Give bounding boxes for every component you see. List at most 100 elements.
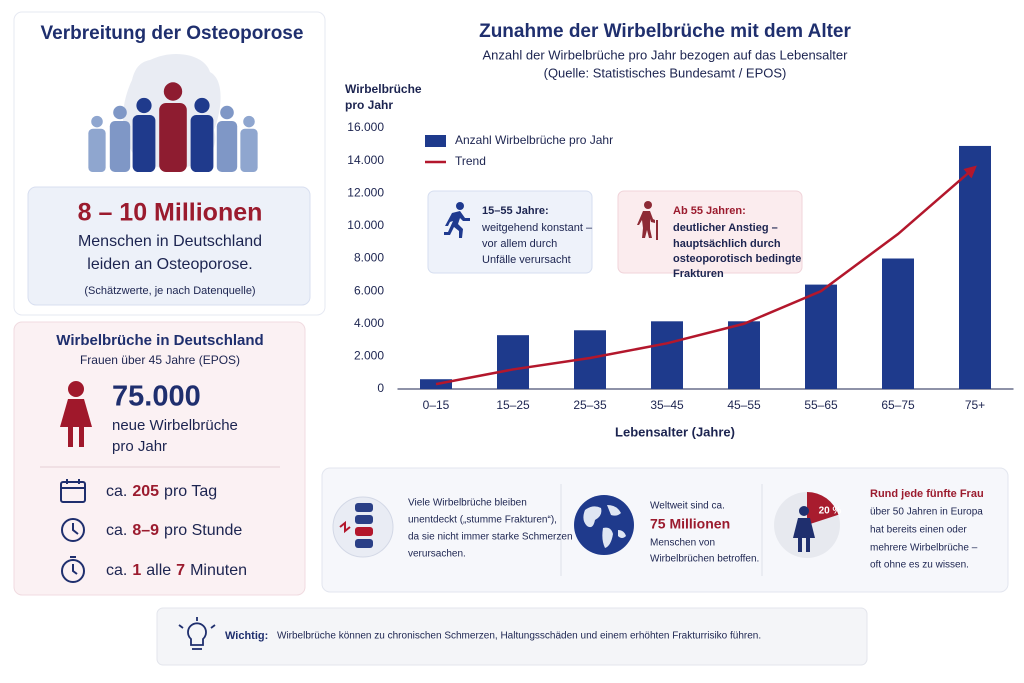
annotation-text: vor allem durch [482,238,557,250]
x-axis-label: Lebensalter (Jahre) [615,424,735,439]
figure: 8 – 10 Millionen [78,199,263,227]
note-panel [156,607,868,666]
y-tick-label: 4.000 [354,316,384,330]
x-tick-label: 25–35 [573,398,607,412]
rate: ca. 205 pro Tag [106,483,217,500]
chart-title: Zunahme der Wirbelbrüche mit dem Alter [479,21,851,42]
panel-title: Wirbelbrüche in Deutschland [56,332,263,349]
legend-swatch [425,135,446,147]
fact-text: hat bereits einen oder [870,525,967,536]
note-text: Wirbelbrüche können zu chronischen Schme… [277,631,761,642]
bar [497,335,529,389]
annotation-text: Frakturen [673,268,724,280]
fact-figure: 75 Millionen [650,516,730,532]
bar [805,284,837,389]
fact-text: Menschen von [650,538,715,549]
pie-label: 20 % [819,506,842,517]
rate-text: alle [146,562,171,579]
fact-text: unentdeckt („stumme Frakturen“), [408,515,557,526]
text-line: Menschen in Deutschland [78,233,262,250]
rate: ca. 1 alle 7 Minuten [106,562,247,579]
panel-title: Verbreitung der Osteoporose [41,23,304,44]
text-line: leiden an Osteoporose. [87,256,252,273]
y-tick-label: 14.000 [347,153,384,167]
y-tick-label: 16.000 [347,120,384,134]
person-icon [109,105,131,172]
facts-panel [321,467,1009,593]
person-head [243,115,255,128]
fact-title: Rund jede fünfte Frau [870,488,984,500]
woman-icon [60,381,92,447]
note-label: Wichtig: [225,630,268,642]
rate-text: ca. [106,562,127,579]
y-axis-label: pro Jahr [345,98,393,112]
rate-value: 8–9 [132,522,159,539]
runner-icon [444,202,470,238]
plot: 0 2.000 4.000 6.000 8.000 10.000 12.000 14.000 1… [347,120,1014,412]
highlight-box [27,186,311,306]
rate-value: 205 [132,483,159,500]
person-icon [216,105,238,172]
person-head [220,105,234,120]
person-icon [240,115,258,172]
bar [882,258,914,389]
person-icon [88,115,106,172]
text-line: neue Wirbelbrüche [112,417,238,434]
rate-icons [60,479,86,583]
fact-text: da sie nicht immer starke Schmerzen [408,532,573,543]
annotation-text: deutlicher Anstieg – [673,222,778,234]
annotation-title: Ab 55 Jahren: [673,205,746,217]
text-line: pro Jahr [112,438,167,455]
y-tick-label: 8.000 [354,251,384,265]
rate-text: ca. [106,483,127,500]
x-tick-label: 15–25 [496,398,530,412]
person-body [132,115,156,172]
annotation-box [427,190,593,274]
panel-subtitle: Frauen über 45 Jahre (EPOS) [80,353,240,367]
x-tick-label: 55–65 [804,398,838,412]
bar [651,321,683,389]
fact-text: oft ohne es zu wissen. [870,560,969,571]
x-tick-label: 45–55 [727,398,761,412]
bar [959,145,991,389]
person-head [136,97,152,114]
rate-text: Minuten [190,562,247,579]
person-body [240,128,258,172]
person-icon [132,97,156,172]
person-head [163,82,183,101]
person-icon [159,82,187,172]
chart-subtitle: Anzahl der Wirbelbrüche pro Jahr bezogen… [483,47,849,62]
rate: ca. 8–9 pro Stunde [106,522,242,539]
person-head [113,105,127,120]
annotation-box [617,190,803,274]
annotation-title: 15–55 Jahre: [482,205,549,217]
y-tick-label: 6.000 [354,283,384,297]
rate-value: 1 [132,562,141,579]
y-tick-label: 12.000 [347,185,384,199]
person-icon [190,97,214,172]
figure: 75.000 [112,381,201,413]
annotation-text: weitgehend konstant – [481,222,593,234]
legend-label: Trend [455,154,486,168]
rates: ca. 205 pro Tag ca. 8–9 pro Stunde ca. 1 alle 7 Mi… [106,483,247,579]
fact-text: verursachen. [408,549,466,560]
note: (Schätzwerte, je nach Datenquelle) [84,285,255,297]
fact-text: über 50 Jahren in Europa [870,507,983,518]
person-body [109,121,131,172]
person-body [216,121,238,172]
x-tick-label: 75+ [965,398,985,412]
person-body [88,128,106,172]
panel [13,321,306,596]
people-icons [88,82,258,172]
pie-icon [774,492,840,558]
rate-text: pro Tag [164,483,217,500]
trend-line [435,165,977,386]
x-tick-label: 35–45 [650,398,684,412]
annotation-text: Unfälle verursacht [482,254,571,266]
globe-icon [574,495,634,555]
bulb-icon [178,617,216,650]
y-tick-label: 0 [377,381,384,395]
bar [728,321,760,389]
fact-text: Wirbelbrüchen betroffen. [650,554,759,565]
